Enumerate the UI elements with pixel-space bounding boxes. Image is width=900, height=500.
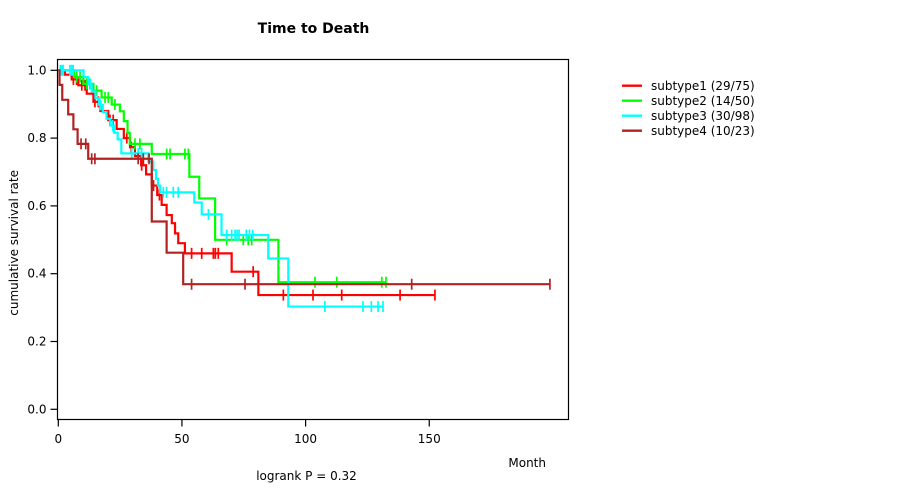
km-step-line-subtype3 bbox=[58, 69, 383, 308]
logrank-note: logrank P = 0.32 bbox=[256, 469, 357, 483]
y-tick-label: 0.6 bbox=[27, 199, 46, 213]
legend-item-subtype2: subtype2 (14/50) bbox=[622, 94, 755, 108]
legend-label-subtype3: subtype3 (30/98) bbox=[651, 109, 755, 123]
chart-title: Time to Death bbox=[257, 21, 370, 37]
y-tick-label: 0.4 bbox=[27, 267, 46, 281]
x-tick-label: 150 bbox=[418, 432, 441, 446]
x-tick-label: 0 bbox=[54, 432, 62, 446]
y-tick-label: 0.8 bbox=[27, 131, 46, 145]
legend-item-subtype1: subtype1 (29/75) bbox=[622, 79, 755, 93]
y-axis: 1.0 0.8 0.6 0.4 0.2 0.0 bbox=[27, 63, 58, 416]
y-tick-label: 0.2 bbox=[27, 335, 46, 349]
censor-ticks-subtype3 bbox=[59, 64, 384, 313]
y-axis-title: cumulative survival rate bbox=[7, 170, 21, 316]
legend-label-subtype1: subtype1 (29/75) bbox=[651, 79, 755, 93]
x-tick-label: 50 bbox=[174, 432, 189, 446]
plot-box bbox=[56, 58, 570, 421]
legend-item-subtype4: subtype4 (10/23) bbox=[622, 124, 755, 138]
survival-curve-subtype4 bbox=[58, 69, 551, 290]
x-tick-label: 100 bbox=[294, 432, 317, 446]
km-step-line-subtype4 bbox=[58, 69, 550, 286]
censor-ticks-subtype1 bbox=[72, 73, 436, 301]
y-tick-label: 1.0 bbox=[27, 63, 46, 77]
legend-label-subtype2: subtype2 (14/50) bbox=[651, 94, 755, 108]
survival-curve-subtype2 bbox=[58, 69, 387, 288]
censor-ticks-subtype4 bbox=[80, 138, 551, 290]
survival-curve-subtype3 bbox=[58, 64, 384, 313]
legend-label-subtype4: subtype4 (10/23) bbox=[651, 124, 755, 138]
y-tick-label: 0.0 bbox=[27, 402, 46, 416]
x-axis-title: Month bbox=[508, 456, 546, 470]
legend-item-subtype3: subtype3 (30/98) bbox=[622, 109, 755, 123]
x-axis: 0 50 100 150 bbox=[54, 419, 441, 446]
legend: subtype1 (29/75)subtype2 (14/50)subtype3… bbox=[622, 79, 755, 138]
